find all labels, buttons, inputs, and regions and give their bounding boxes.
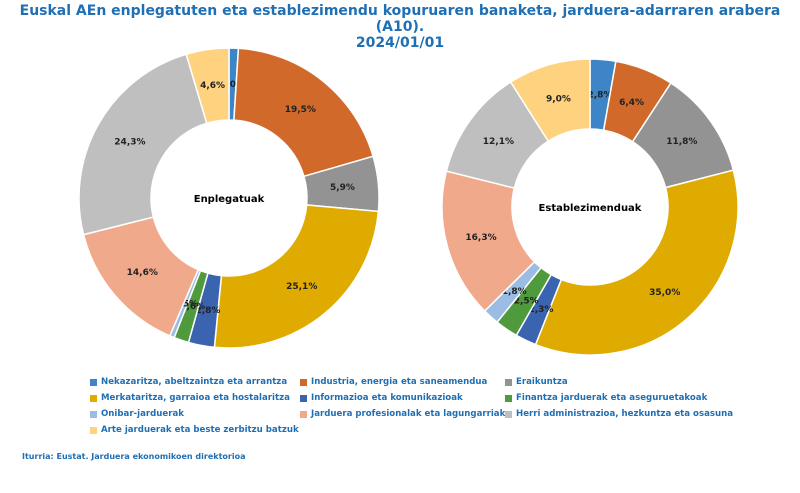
legend-item-industria: Industria, energia eta saneamendua bbox=[300, 376, 505, 388]
donut2-segment-9 bbox=[509, 58, 591, 143]
donut2-segment-3 bbox=[534, 169, 739, 356]
legend-item-onibar: Onibar-jarduerak bbox=[90, 408, 300, 420]
donut2-label-3: 35,0% bbox=[649, 288, 680, 298]
donut1-segment-1 bbox=[233, 47, 375, 178]
donut1-label-6: 0,5% bbox=[173, 299, 198, 309]
donut-charts: 1,0%19,5%5,9%25,1%2,8%1,6%0,5%14,6%24,3%… bbox=[78, 47, 739, 356]
legend-swatch bbox=[300, 378, 307, 386]
legend-swatch bbox=[90, 410, 97, 418]
legend-swatch bbox=[505, 378, 512, 386]
chart-title: Euskal AEn enplegatuten eta establezimen… bbox=[0, 3, 800, 51]
donut1-label-9: 4,6% bbox=[200, 81, 225, 91]
legend-swatch bbox=[300, 394, 307, 402]
donut2-label-5: 2,5% bbox=[514, 296, 539, 306]
donut1-label-4: 2,8% bbox=[195, 306, 220, 316]
donut2-label-8: 12,1% bbox=[483, 137, 514, 147]
donut-chart-2: 2,8% 6,4% 11,8% 35,0% 2,3%2,5%1,8% 16,3% 12,1%… bbox=[441, 58, 739, 356]
legend-swatch bbox=[90, 394, 97, 402]
legend-item-nekazaritza: Nekazaritza, abeltzaintza eta arrantza bbox=[90, 376, 300, 388]
legend-item-herri-administrazioa: Herri administrazioa, hezkuntza eta osas… bbox=[505, 408, 775, 420]
donut1-label-3: 25,1% bbox=[286, 282, 317, 292]
chart-title-line2: 2024/01/01 bbox=[355, 35, 445, 51]
legend-swatch bbox=[90, 426, 97, 434]
donut1-label-7: 14,6% bbox=[127, 268, 158, 278]
legend: Nekazaritza, abeltzaintza eta arrantza I… bbox=[90, 376, 780, 436]
legend-swatch bbox=[505, 394, 512, 402]
donut2-label-9: 9,0% bbox=[546, 94, 571, 104]
legend-swatch bbox=[90, 378, 97, 386]
legend-swatch bbox=[300, 410, 307, 418]
donut1-segment-8 bbox=[78, 53, 208, 236]
donut1-label-1: 19,5% bbox=[285, 105, 316, 115]
donut1-label-8: 24,3% bbox=[114, 138, 145, 148]
donut-chart-1: 1,0% 19,5% 5,9% 25,1% 2,8%1,6%0,5% 14,6% 24,3%… bbox=[78, 47, 380, 349]
donut2-label-2: 11,8% bbox=[666, 137, 697, 147]
donut2-label-1: 6,4% bbox=[619, 98, 644, 108]
donut2-center-label: Establezimenduak bbox=[539, 203, 642, 214]
legend-item-finantza: Finantza jarduerak eta aseguruetakoak bbox=[505, 392, 775, 404]
donut1-center-label: Enplegatuak bbox=[194, 194, 265, 205]
donut1-label-0: 1,0% bbox=[220, 80, 245, 90]
donut2-label-0: 2,8% bbox=[587, 90, 612, 100]
legend-item-merkataritza: Merkataritza, garraioa eta hostalaritza bbox=[90, 392, 300, 404]
donut2-label-6: 1,8% bbox=[502, 287, 527, 297]
source-note: Iturria: Eustat. Jarduera ekonomikoen di… bbox=[22, 452, 246, 461]
legend-swatch bbox=[505, 410, 512, 418]
donut1-label-5: 1,6% bbox=[180, 302, 205, 312]
legend-item-eraikuntza: Eraikuntza bbox=[505, 376, 775, 388]
donut2-label-4: 2,3% bbox=[528, 305, 553, 315]
legend-item-arte: Arte jarduerak eta beste zerbitzu batzuk bbox=[90, 424, 300, 436]
legend-item-informazioa: Informazioa eta komunikazioak bbox=[300, 392, 505, 404]
donut1-label-2: 5,9% bbox=[330, 183, 355, 193]
donut2-label-7: 16,3% bbox=[465, 233, 496, 243]
chart-title-line1: Euskal AEn enplegatuten eta establezimen… bbox=[19, 3, 781, 35]
legend-item-profesionalak: Jarduera profesionalak eta lagungarriak bbox=[300, 408, 505, 420]
donut1-segment-3 bbox=[213, 204, 380, 349]
donut1-segment-9 bbox=[185, 47, 230, 125]
